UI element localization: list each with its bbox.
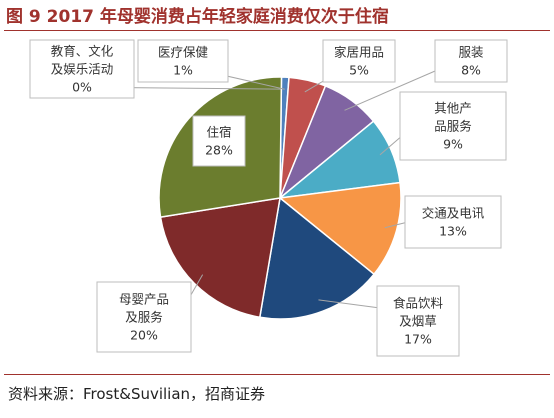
callout-box — [96, 281, 192, 353]
leader-line — [384, 221, 409, 229]
callout-box — [322, 39, 396, 83]
leader-line — [379, 134, 404, 156]
callout-box — [434, 39, 508, 83]
slice-value-label: 1% — [173, 63, 193, 78]
slice-value-label: 9% — [443, 137, 463, 152]
callout-box — [376, 285, 460, 357]
slice-name-label: 家居用品 — [334, 45, 384, 60]
pie-slice — [159, 197, 281, 319]
slice-name-label: 及娱乐活动 — [51, 62, 114, 77]
slice-name-label: 其他产 — [434, 101, 472, 116]
slice-name-label: 食品饮料 — [393, 296, 444, 311]
slice-value-label: 20% — [130, 328, 158, 343]
slice-value-label: 5% — [349, 63, 369, 78]
slice-value-label: 17% — [404, 332, 432, 347]
slice-name-label: 教育、文化 — [51, 44, 114, 59]
slice-name-label: 服装 — [458, 45, 483, 60]
slice-value-label: 0% — [72, 80, 92, 95]
callout-box — [404, 195, 502, 249]
callout-box — [137, 39, 229, 83]
leader-line — [318, 299, 381, 309]
slice-name-label: 及烟草 — [399, 314, 437, 329]
slice-name-label: 交通及电讯 — [422, 206, 485, 221]
slice-name-label: 母婴产品 — [119, 292, 169, 307]
top-rule — [4, 30, 550, 31]
slice-name-label: 医疗保健 — [158, 45, 209, 60]
callout-box — [399, 91, 507, 161]
figure-title: 图 9 2017 年母婴消费占年轻家庭消费仅次于住宿 — [6, 7, 389, 27]
slice-value-label: 8% — [461, 63, 481, 78]
slice-value-label: 28% — [205, 143, 233, 158]
slice-name-label: 品服务 — [434, 119, 472, 134]
slice-name-label: 住宿 — [206, 125, 231, 140]
callout-box — [29, 39, 135, 99]
pie-slice — [258, 196, 376, 320]
leader-line — [344, 67, 443, 111]
slice-name-label: 及服务 — [125, 310, 163, 325]
source-note: 资料来源：Frost&Suvilian，招商证券 — [8, 385, 266, 403]
pie-slice — [278, 181, 402, 276]
callout-box — [192, 115, 246, 167]
bottom-rule — [4, 374, 550, 375]
pie-slices — [158, 76, 402, 320]
slice-value-label: 13% — [439, 224, 467, 239]
